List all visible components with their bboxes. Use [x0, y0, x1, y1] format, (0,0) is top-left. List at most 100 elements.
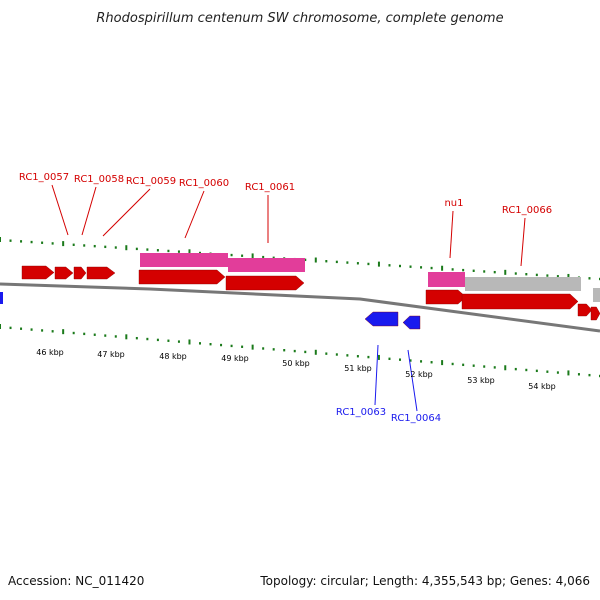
upper-dot-track-mark — [483, 270, 486, 273]
pseudo-feature-bar — [465, 277, 581, 291]
upper-dot-track-mark — [156, 249, 159, 252]
map-title: Rhodospirillum centenum SW chromosome, c… — [96, 11, 503, 26]
lower-dot-track-mark — [493, 366, 496, 369]
lower-dot-track-mark — [135, 336, 138, 340]
pseudo-feature-bar — [593, 288, 600, 302]
lower-dot-track-mark — [377, 354, 380, 360]
upper-dot-track-mark — [241, 254, 244, 257]
lower-dot-track-mark — [567, 370, 570, 376]
lower-dot-track-mark — [177, 340, 180, 343]
upper-dot-track-mark — [20, 240, 23, 243]
lower-dot-track-mark — [241, 345, 244, 348]
lower-dot-track-mark — [272, 348, 275, 351]
upper-dot-track-mark — [262, 255, 265, 259]
lower-dot-track-mark — [335, 353, 338, 356]
scale-tick-label: 47 kbp — [97, 350, 125, 359]
upper-dot-track-mark — [0, 237, 1, 242]
gene-label: RC1_0057 — [19, 172, 69, 183]
gene-label: nu1 — [444, 198, 463, 209]
upper-dot-track-mark — [125, 245, 128, 251]
lower-dot-track-mark — [209, 342, 212, 346]
upper-dot-track-mark — [514, 272, 517, 275]
upper-dot-track-mark — [83, 244, 86, 247]
upper-dot-track-mark — [367, 262, 370, 266]
leader-line — [184, 190, 205, 239]
upper-dot-track-mark — [272, 256, 275, 259]
scale-tick-labels: 46 kbp 47 kbp 48 kbp 49 kbp 50 kbp 51 kbp 52 k… — [36, 348, 556, 391]
upper-dot-track-mark — [535, 273, 538, 277]
upper-dot-track-mark — [409, 265, 412, 268]
upper-dot-track-mark — [504, 269, 507, 275]
lower-dot-track-mark — [41, 329, 44, 332]
scale-tick-label: 53 kbp — [467, 376, 495, 385]
lower-dot-track-mark — [577, 373, 580, 376]
gene-labels: RC1_0057 RC1_0058 RC1_0059 RC1_0060 RC1_0061… — [19, 172, 552, 424]
scale-tick-label: 48 kbp — [159, 352, 187, 361]
upper-dot-track-mark — [525, 273, 528, 276]
upper-dot-track-mark — [588, 277, 591, 280]
position-dot-tracks — [0, 237, 600, 378]
forward-gene-arrow — [425, 289, 467, 305]
upper-dot-track-mark — [41, 241, 44, 244]
lower-dot-track-mark — [367, 355, 370, 359]
upper-dot-track-mark — [104, 245, 107, 249]
upper-dot-track-mark — [167, 249, 170, 253]
upper-dot-track-mark — [314, 257, 317, 263]
lower-dot-track-mark — [535, 369, 538, 373]
upper-dot-track-mark — [430, 266, 433, 270]
upper-dot-track-mark — [388, 264, 391, 267]
lower-dot-track-mark — [93, 333, 96, 336]
scale-tick-label: 50 kbp — [282, 359, 310, 368]
lower-dot-track-mark — [188, 339, 191, 345]
upper-dot-track-mark — [93, 244, 96, 248]
lower-dot-track-mark — [83, 332, 86, 336]
upper-dot-track-mark — [556, 275, 559, 278]
lower-dot-track-mark — [9, 326, 12, 330]
forward-gene-arrow — [225, 275, 305, 291]
lower-dot-track-mark — [314, 349, 317, 355]
rna-feature-bar — [428, 272, 465, 287]
upper-dot-track-mark — [399, 264, 401, 268]
gene-label: RC1_0059 — [126, 176, 176, 187]
lower-dot-track-mark — [293, 349, 296, 353]
scale-tick-label: 49 kbp — [221, 354, 249, 363]
forward-gene-arrow — [590, 306, 600, 321]
upper-dot-track-mark — [304, 258, 307, 262]
genome-summary-text: Topology: circular; Length: 4,355,543 bp… — [259, 574, 590, 588]
forward-gene-arrow — [86, 266, 116, 280]
upper-dot-track-mark — [188, 249, 191, 255]
lower-dot-track-mark — [251, 344, 254, 350]
lower-dot-track-mark — [325, 352, 328, 355]
upper-dot-track-mark — [146, 248, 149, 251]
lower-dot-track-mark — [220, 343, 223, 347]
lower-dot-track-mark — [125, 334, 128, 340]
upper-dot-track-mark — [30, 240, 33, 244]
upper-dot-track-mark — [546, 274, 549, 277]
upper-dot-track-mark — [72, 243, 75, 246]
leader-line — [81, 186, 97, 236]
upper-dot-track-mark — [377, 261, 380, 267]
lower-dot-track-mark — [504, 365, 507, 371]
lower-dot-track-mark — [346, 354, 349, 357]
upper-dot-track-mark — [472, 269, 475, 272]
gene-label: RC1_0063 — [336, 407, 386, 418]
lower-dot-track-mark — [483, 365, 486, 368]
gene-features — [0, 253, 600, 330]
leader-line — [449, 210, 454, 259]
lower-dot-track-mark — [451, 362, 454, 366]
gene-label: RC1_0066 — [502, 205, 552, 216]
scale-tick-label: 52 kbp — [405, 370, 433, 379]
lower-dot-track-mark — [62, 329, 65, 335]
lower-dot-track-mark — [0, 324, 1, 329]
leader-line — [520, 217, 526, 267]
leader-line — [374, 344, 379, 406]
forward-gene-arrow — [577, 303, 593, 317]
lower-dot-track-mark — [409, 359, 412, 362]
scale-tick-label: 46 kbp — [36, 348, 64, 357]
leader-line — [407, 349, 418, 412]
lower-dot-track-mark — [525, 368, 528, 372]
gene-label: RC1_0058 — [74, 174, 124, 185]
upper-dot-track-mark — [493, 270, 496, 274]
upper-dot-track-mark — [177, 250, 180, 253]
upper-dot-track-mark — [346, 261, 349, 264]
